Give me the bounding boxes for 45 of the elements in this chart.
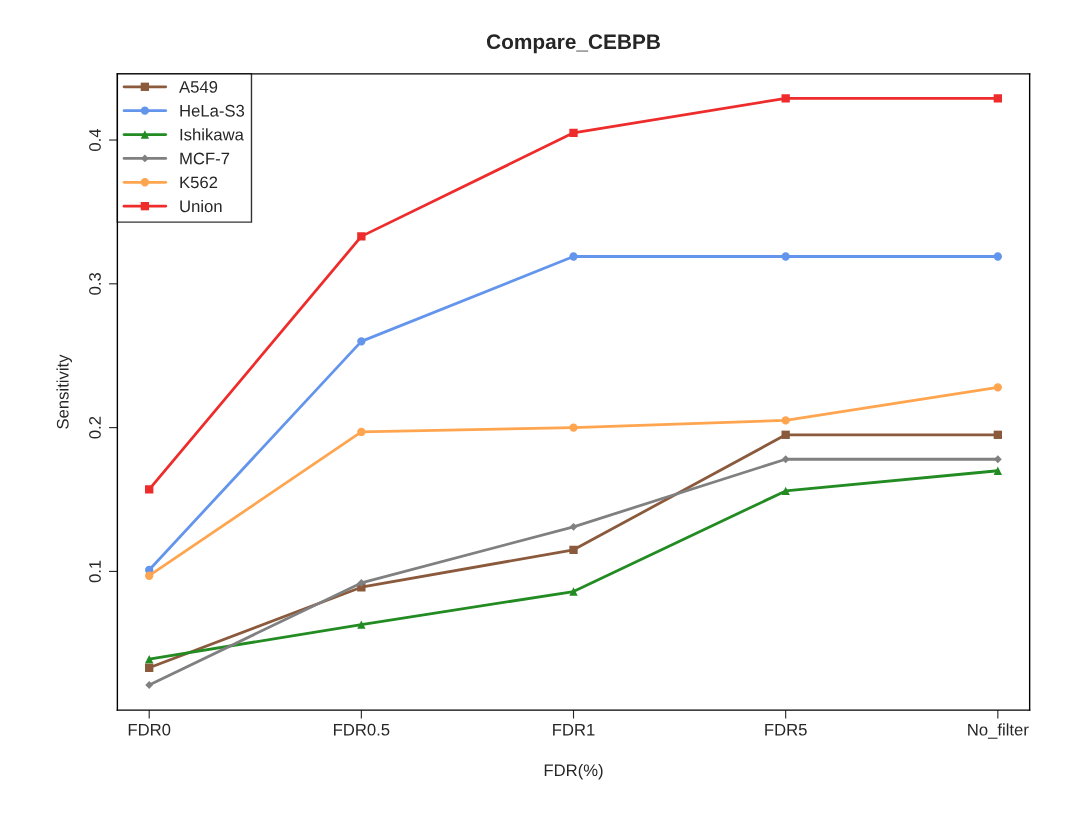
point xyxy=(357,578,366,587)
point xyxy=(993,430,1002,439)
legend-label: K562 xyxy=(180,176,218,189)
x-axis-title: FDR(%) xyxy=(544,763,603,780)
point xyxy=(357,232,366,241)
point xyxy=(781,252,790,261)
point xyxy=(569,252,578,261)
point xyxy=(781,94,790,103)
point xyxy=(993,466,1002,475)
point xyxy=(357,427,366,437)
point xyxy=(145,571,154,580)
legend-label: Ishikawa xyxy=(180,128,244,141)
legend-label: Union xyxy=(180,199,222,213)
point xyxy=(569,545,578,554)
point xyxy=(993,94,1002,103)
point xyxy=(569,128,578,138)
x-tick-label: No_filter xyxy=(968,723,1029,739)
legend-label: A549 xyxy=(179,81,218,93)
point xyxy=(145,485,154,494)
legend-label: HeLa-S3 xyxy=(180,104,245,117)
x-tick-label: FDR1 xyxy=(553,723,595,736)
y-tick-label: 0.1 xyxy=(89,560,101,583)
legend-label: MCF-7 xyxy=(180,152,230,165)
x-tick-label: FDR0.5 xyxy=(334,723,390,736)
x-tick-label: FDR0 xyxy=(128,723,171,736)
point xyxy=(357,620,366,629)
y-tick-label: 0.4 xyxy=(89,128,101,151)
x-tick-label: FDR5 xyxy=(765,723,807,736)
y-tick-label: 0.2 xyxy=(89,416,101,439)
point xyxy=(993,252,1002,261)
point xyxy=(145,681,154,689)
point xyxy=(569,587,578,596)
point xyxy=(781,455,790,464)
y-axis-title: Sensitivity xyxy=(56,354,72,429)
point xyxy=(569,423,578,432)
point xyxy=(145,654,154,664)
chart-title: Compare_CEBPB xyxy=(486,34,660,54)
point xyxy=(145,663,154,672)
point xyxy=(781,430,790,439)
point xyxy=(993,383,1002,392)
point xyxy=(781,486,790,496)
point xyxy=(781,416,790,425)
point xyxy=(357,337,366,346)
y-tick-label: 0.3 xyxy=(89,272,101,295)
point xyxy=(569,522,578,531)
